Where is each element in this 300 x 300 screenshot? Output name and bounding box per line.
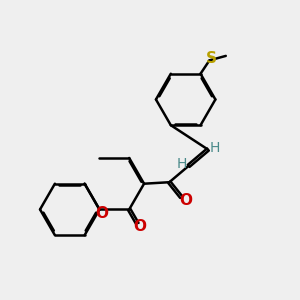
- Text: S: S: [206, 51, 216, 66]
- Text: H: H: [177, 158, 187, 171]
- Text: O: O: [133, 219, 146, 234]
- Text: O: O: [95, 206, 108, 220]
- Text: H: H: [209, 141, 220, 155]
- Text: O: O: [179, 193, 192, 208]
